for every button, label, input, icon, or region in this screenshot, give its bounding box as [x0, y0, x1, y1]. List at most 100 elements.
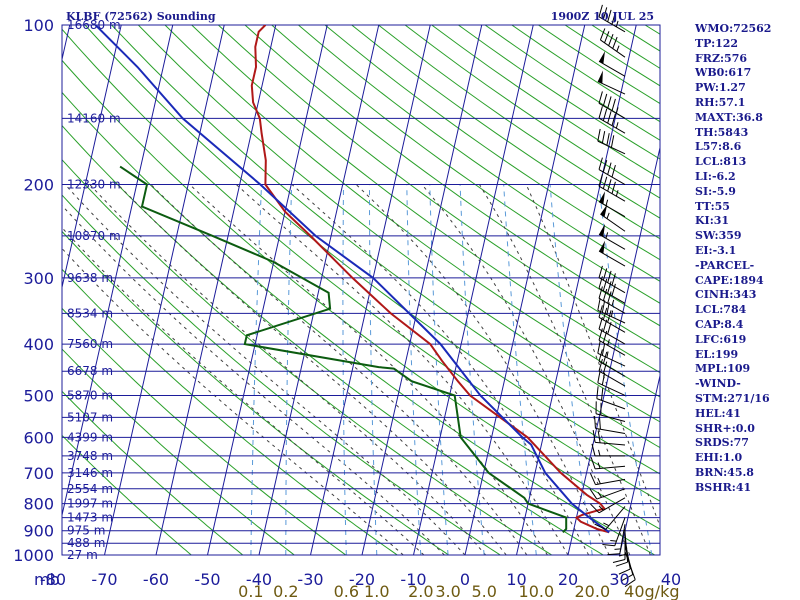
temperature-tick-label: 20 [558, 570, 578, 589]
moist-adiabat [62, 226, 425, 555]
mixing-ratio-line [549, 184, 593, 555]
dry-adiabat [62, 390, 244, 555]
dewpoint-trace [119, 165, 568, 534]
height-labels: 16680 m 14160 m 12330 m 10870 m 9638 m 8534 m… [67, 18, 121, 562]
height-label: 6678 m [67, 364, 113, 378]
wind-barb [599, 28, 626, 58]
station-title: KLBF (72562) Sounding [66, 10, 216, 23]
index-value: EI:-3.1 [695, 243, 737, 257]
index-value: TP:122 [695, 36, 739, 50]
wind-barb [600, 204, 626, 232]
mixing-ratio-label: 5.0 [471, 582, 496, 600]
mixing-ratio-line [250, 184, 262, 555]
mixing-ratio-label: 40g/kg [624, 582, 679, 600]
isotherm-line [104, 25, 225, 555]
wind-barb [592, 430, 626, 446]
wind-barb [594, 506, 626, 530]
index-value: RH:57.1 [695, 95, 746, 109]
wind-barb [598, 91, 626, 119]
mixing-ratio-label: 1.0 [364, 582, 389, 600]
height-label: 3748 m [67, 449, 113, 463]
isotherm-line [413, 25, 534, 555]
temperature-tick-labels: -80 -70 -60 -50 -40 -30 -20 -10 0 10 20 30 40 [40, 570, 681, 589]
temperature-tick-label: 30 [609, 570, 629, 589]
temperature-tick-label: -50 [194, 570, 220, 589]
index-value: EL:199 [695, 347, 739, 361]
temperature-tick-label: 0 [460, 570, 470, 589]
moist-adiabat [355, 184, 610, 555]
height-label: 2554 m [67, 482, 113, 496]
wind-barb [590, 456, 626, 470]
index-value: LFC:619 [695, 332, 747, 346]
index-value: KI:31 [695, 214, 730, 228]
dry-adiabat [62, 348, 296, 555]
wind-barb [598, 328, 626, 356]
temperature-tick-label: -20 [349, 570, 375, 589]
mixing-ratio-line [369, 184, 378, 555]
pressure-tick-label: 900 [23, 522, 54, 541]
mixing-ratio-label: 10.0 [519, 582, 555, 600]
moist-adiabat [89, 184, 486, 555]
wind-barbs [589, 4, 636, 588]
moist-adiabat [62, 247, 404, 555]
pressure-tick-label: 600 [23, 428, 54, 447]
height-label: 5870 m [67, 388, 113, 402]
wind-barb [598, 174, 626, 202]
temperature-tick-label: -80 [40, 570, 66, 589]
moist-adiabat [421, 184, 631, 555]
pressure-tick-label: 800 [23, 495, 54, 514]
temperature-tick-label: -60 [143, 570, 169, 589]
wind-barb [597, 370, 626, 396]
isotherm-line [62, 25, 122, 290]
height-label: 975 m [67, 524, 105, 538]
isotherm-line [619, 373, 660, 555]
mixing-ratio-line [503, 184, 537, 555]
wind-barb [595, 401, 626, 423]
index-value: L57:8.6 [695, 140, 742, 154]
height-label: 1473 m [67, 511, 113, 525]
index-value: MPL:109 [695, 362, 751, 376]
pressure-tick-label: 500 [23, 386, 54, 405]
wind-barb [589, 473, 626, 486]
height-label: 1997 m [67, 497, 113, 511]
wind-barb [598, 157, 626, 185]
index-value: -WIND- [695, 377, 741, 391]
mixing-ratio-line [459, 184, 485, 555]
isobars [62, 24, 660, 556]
wind-barb [598, 191, 626, 218]
wind-barb [597, 298, 626, 324]
wind-barb [597, 341, 626, 367]
temperature-trace [250, 25, 610, 534]
index-value: BRN:45.8 [695, 465, 754, 479]
index-value: FRZ:576 [695, 51, 748, 65]
pressure-tick-label: 400 [23, 335, 54, 354]
wind-barb [598, 349, 626, 377]
height-label: 10870 m [67, 229, 121, 243]
height-label: 488 m [67, 536, 105, 550]
height-label: 7560 m [67, 337, 113, 351]
index-value: MAXT:36.8 [695, 110, 763, 124]
mixing-ratio-line [598, 184, 653, 555]
height-label: 14160 m [67, 111, 121, 125]
index-panel: WMO:72562 TP:122 FRZ:576 WB0:617 PW:1.27 RH:5… [695, 22, 799, 496]
index-value: LCL:784 [695, 303, 747, 317]
pressure-tick-labels: 100 200 300 400 500 600 700 800 900 1000 [13, 16, 54, 565]
index-value: CINH:343 [695, 288, 757, 302]
wind-barb [598, 50, 626, 77]
isotherm-line [567, 145, 660, 555]
wind-barb [598, 317, 626, 345]
index-value: STM:271/16 [695, 391, 770, 405]
index-value: PW:1.27 [695, 81, 746, 95]
wind-barb [598, 106, 626, 134]
mixing-ratio-label: 0.6 [334, 582, 359, 600]
index-value: SRDS:77 [695, 436, 749, 450]
pressure-tick-label: 300 [23, 269, 54, 288]
wind-barb [598, 265, 626, 294]
wind-barb [598, 223, 626, 250]
wind-barb [597, 70, 626, 95]
mixing-ratio-line [342, 184, 347, 555]
mixing-ratio-label: 20.0 [575, 582, 611, 600]
mixing-ratio-labels: 0.1 0.2 0.6 1.0 2.0 3.0 5.0 10.0 20.0 40g/kg [238, 582, 679, 600]
mixing-ratio-line [406, 184, 422, 555]
